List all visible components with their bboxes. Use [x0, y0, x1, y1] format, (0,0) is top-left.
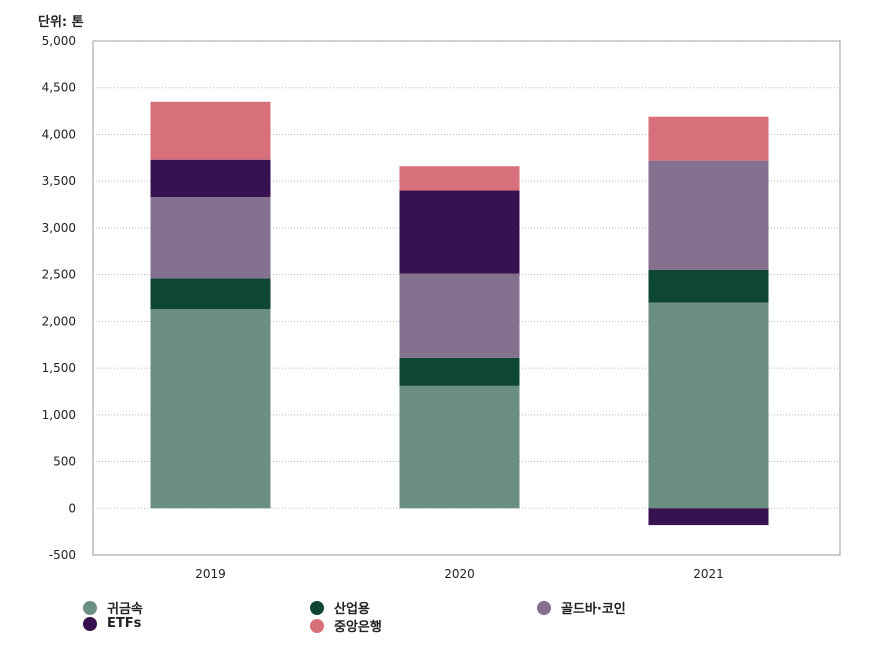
y-tick-label: 5,000: [42, 34, 76, 48]
bar-segment-2020-2: [399, 273, 520, 358]
bar-segment-2020-0: [399, 385, 520, 509]
bar-segment-2020-4: [399, 166, 520, 191]
y-tick-label: 4,500: [42, 81, 76, 95]
bar-segment-2020-3: [399, 190, 520, 274]
bar-segment-2019-4: [150, 101, 271, 160]
legend-item-etfs: ETFs: [83, 616, 141, 631]
unit-label: 단위: 톤: [38, 15, 84, 30]
y-tick-label: 3,500: [42, 174, 76, 188]
plot-frame: [92, 40, 841, 556]
x-tick-label: 2019: [195, 567, 226, 581]
legend-label: 골드바·코인: [561, 602, 626, 617]
legend-swatch-goldbar-coin: [537, 600, 551, 615]
bar-segment-2021-0: [648, 302, 769, 509]
legend-label: ETFs: [107, 616, 142, 631]
x-tick-label: 2020: [444, 567, 475, 581]
bar-segment-2019-3: [150, 159, 271, 198]
legend-swatch-industrial: [310, 600, 324, 615]
bar-segment-2019-0: [150, 309, 271, 509]
y-tick-label: 2,000: [42, 314, 76, 328]
bar-segment-2021-4: [648, 116, 769, 161]
legend-label: 중앙은행: [334, 620, 382, 635]
legend-label: 귀금속: [107, 602, 143, 617]
legend-swatch-precious-metal: [83, 600, 97, 615]
y-tick-label: 500: [53, 455, 76, 469]
x-tick-label: 2021: [693, 567, 724, 581]
y-tick-label: 0: [68, 501, 76, 515]
y-tick-label: 1,000: [42, 408, 76, 422]
y-tick-label: 2,500: [42, 268, 76, 282]
bar-segment-2021-1: [648, 269, 769, 303]
y-tick-label: 1,500: [42, 361, 76, 375]
legend-label: 산업용: [334, 602, 370, 617]
bar-segment-2021-2: [648, 160, 769, 270]
y-tick-label: 3,000: [42, 221, 76, 235]
bar-segment-2020-1: [399, 357, 520, 386]
legend-item-goldbar-coin: 골드바·코인: [537, 598, 626, 617]
legend-swatch-etfs: [83, 616, 97, 631]
legend-item-industrial: 산업용: [310, 598, 370, 617]
legend-item-precious-metal: 귀금속: [83, 598, 143, 617]
bar-segment-2019-1: [150, 278, 271, 310]
legend-item-central-bank: 중앙은행: [310, 616, 382, 635]
y-tick-label: 4,000: [42, 127, 76, 141]
bar-segment-2019-2: [150, 197, 271, 279]
y-tick-label: -500: [49, 548, 76, 562]
bar-segment-2021-3: [648, 508, 769, 526]
legend-swatch-central-bank: [310, 618, 324, 633]
